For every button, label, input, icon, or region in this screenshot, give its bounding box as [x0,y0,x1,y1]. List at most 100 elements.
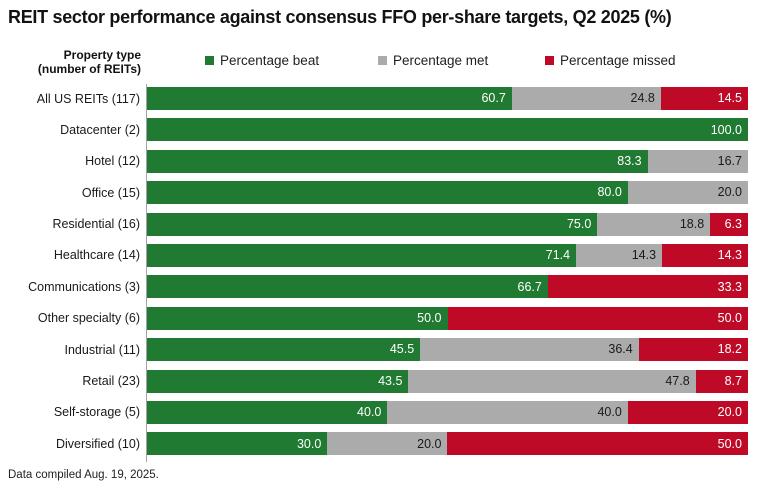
legend-item-missed: Percentage missed [545,53,676,68]
category-label: Self-storage (5) [53,405,140,420]
segment-value-label: 40.0 [597,405,622,420]
bar-track: 100.0 [147,118,748,142]
bar-segment-beat: 100.0 [147,118,748,142]
bar-segment-met: 14.3 [576,243,663,267]
bar-track: 80.0 20.0 [147,181,748,205]
bar-segment-met: 18.8 [597,212,711,236]
bar-segment-beat: 83.3 [147,149,648,173]
bar-segment-missed: 20.0 [627,400,748,424]
category-label: Other specialty (6) [37,311,140,326]
segment-value-label: 100.0 [710,122,742,137]
footer-note: Data compiled Aug. 19, 2025. [8,469,159,481]
bar-segment-missed: 50.0 [447,432,748,456]
bar-segment-beat: 45.5 [147,338,421,362]
segment-value-label: 50.0 [717,310,742,325]
segment-value-label: 80.0 [597,185,622,200]
chart-row: Datacenter (2) 100.0 [0,118,748,142]
legend: Percentage beat Percentage met Percentag… [205,53,676,68]
bar-segment-missed: 14.5 [660,87,748,110]
segment-value-label: 40.0 [357,405,382,420]
bar-segment-missed: 50.0 [447,306,748,330]
y-axis-title-line1: Property type [63,48,141,62]
bar-track: 60.7 24.8 14.5 [147,87,748,110]
segment-value-label: 47.8 [665,373,690,388]
bar-segment-missed: 14.3 [662,243,748,267]
segment-value-label: 16.7 [717,154,742,169]
y-axis-title: Property type (number of REITs) [0,48,141,76]
y-axis-line [146,84,147,462]
bar-segment-beat: 71.4 [147,243,577,267]
segment-value-label: 20.0 [717,405,742,420]
segment-value-label: 66.7 [517,279,542,294]
legend-label-missed: Percentage missed [560,53,676,68]
category-label: Residential (16) [52,217,140,232]
segment-value-label: 83.3 [617,154,642,169]
legend-swatch-met [378,56,387,65]
segment-value-label: 18.8 [679,216,705,231]
segment-value-label: 20.0 [417,436,442,451]
segment-value-label: 60.7 [481,91,506,106]
bar-segment-met: 20.0 [627,181,748,205]
segment-value-label: 14.3 [631,248,657,263]
legend-label-met: Percentage met [393,53,489,68]
category-label: Diversified (10) [55,436,140,451]
segment-value-label: 30.0 [296,436,322,451]
bar-track: 43.5 47.8 8.7 [147,369,748,393]
bar-track: 71.4 14.3 14.3 [147,243,748,267]
category-label: Hotel (12) [85,154,140,169]
legend-swatch-beat [205,56,214,65]
bar-segment-missed: 18.2 [638,338,748,362]
bar-segment-met: 36.4 [420,338,639,362]
bar-segment-met: 20.0 [327,432,448,456]
category-label: All US REITs (117) [36,91,140,106]
segment-value-label: 43.5 [378,373,403,388]
segment-value-label: 24.8 [630,91,655,106]
category-label: Datacenter (2) [60,122,140,137]
chart-row: Diversified (10) 30.0 20.0 50.0 [0,432,748,456]
segment-value-label: 50.0 [417,310,442,325]
bar-segment-beat: 60.7 [147,87,512,110]
bar-segment-met: 47.8 [408,369,696,393]
chart-row: Residential (16) 75.0 18.8 6.3 [0,212,748,236]
bar-segment-beat: 75.0 [147,212,598,236]
bar-segment-met: 24.8 [511,87,661,110]
bar-segment-beat: 43.5 [147,369,409,393]
y-axis-title-line2: (number of REITs) [37,62,141,76]
bar-segment-met: 16.7 [647,149,748,173]
bar-chart: All US REITs (117) 60.7 24.8 14.5 Datacenter… [0,87,748,464]
segment-value-label: 45.5 [389,342,415,357]
bar-segment-beat: 50.0 [147,306,448,330]
legend-item-met: Percentage met [378,53,545,68]
bar-track: 66.7 33.3 [147,275,748,299]
chart-row: Industrial (11) 45.5 36.4 18.2 [0,338,748,362]
bar-track: 45.5 36.4 18.2 [147,338,748,362]
chart-row: Self-storage (5) 40.0 40.0 20.0 [0,400,748,424]
bar-segment-beat: 80.0 [147,181,628,205]
segment-value-label: 8.7 [724,373,742,388]
segment-value-label: 20.0 [717,185,742,200]
segment-value-label: 18.2 [717,342,742,357]
bar-segment-beat: 66.7 [147,275,548,299]
bar-track: 30.0 20.0 50.0 [147,432,748,456]
bar-segment-missed: 6.3 [710,212,748,236]
bar-track: 50.0 50.0 [147,306,748,330]
legend-item-beat: Percentage beat [205,53,378,68]
bar-segment-missed: 33.3 [547,275,748,299]
chart-title: REIT sector performance against consensu… [8,7,672,27]
legend-swatch-missed [545,56,554,65]
segment-value-label: 6.3 [724,216,742,231]
category-label: Industrial (11) [64,342,141,357]
chart-row: Office (15) 80.0 20.0 [0,181,748,205]
chart-row: Retail (23) 43.5 47.8 8.7 [0,369,748,393]
chart-row: Healthcare (14) 71.4 14.3 14.3 [0,243,748,267]
segment-value-label: 33.3 [717,279,742,294]
category-label: Retail (23) [82,374,140,389]
bar-track: 83.3 16.7 [147,149,748,173]
category-label: Communications (3) [28,279,140,294]
bar-segment-beat: 40.0 [147,400,388,424]
segment-value-label: 14.5 [717,91,742,106]
chart-row: Communications (3) 66.7 33.3 [0,275,748,299]
segment-value-label: 14.3 [717,248,742,263]
chart-row: Hotel (12) 83.3 16.7 [0,149,748,173]
